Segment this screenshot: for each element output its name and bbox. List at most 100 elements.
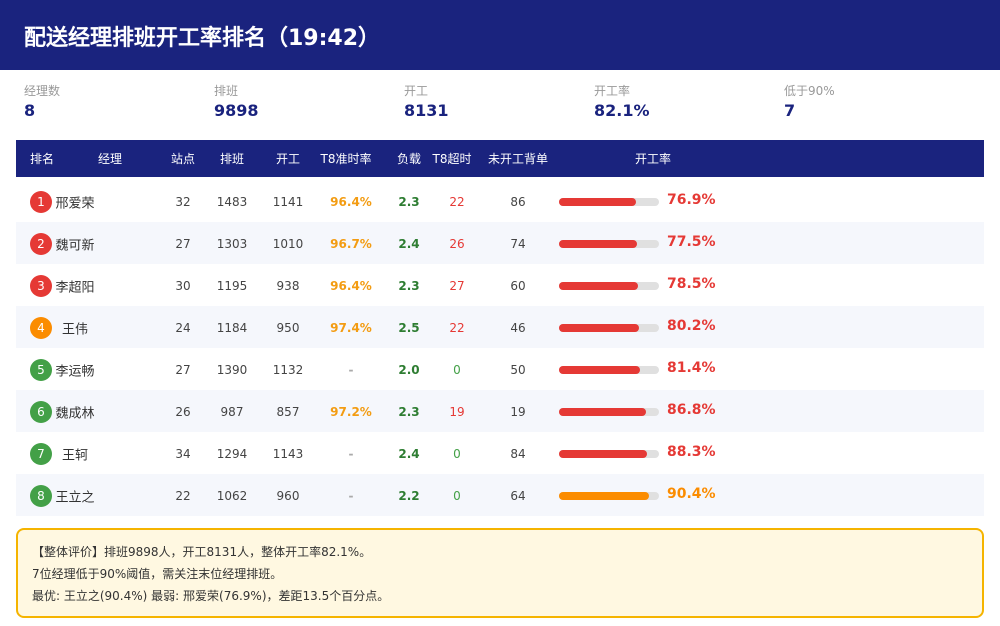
rate-bar [559,198,636,206]
rate-bar [559,240,637,248]
cell-t8: - [348,447,354,461]
rate-track [559,492,659,500]
manager-name: 邢爱荣 [55,196,95,212]
cell-late: 0 [453,363,461,377]
rank-badge: 8 [30,485,52,507]
cell-shifts: 1390 [216,363,248,377]
column-header: 经理 [97,152,123,166]
manager-name: 李超阳 [55,280,95,296]
title: 配送经理排班开工率排名（19:42） [24,26,381,51]
table-row [16,264,984,306]
cell-shifts: 1062 [216,489,248,503]
rank-badge: 4 [30,317,52,339]
header [0,0,1000,70]
rate-bar [559,408,646,416]
cell-station: 27 [175,237,191,251]
rate-bar [559,492,650,500]
table-header [16,140,984,177]
rate-bar [559,366,641,374]
cell-shifts: 1195 [216,279,248,293]
cell-shifts: 1184 [216,321,248,335]
column-header: T8准时率 [320,152,372,166]
cell-load: 2.5 [398,321,420,335]
cell-t8: 96.4% [330,279,372,293]
rate-label: 88.3% [667,444,716,460]
rate-label: 77.5% [667,234,716,250]
column-header: 开工率 [634,152,672,166]
cell-load: 2.3 [398,279,420,293]
table-row [16,390,984,432]
rank-badge: 1 [30,191,52,213]
summary-box [16,528,984,618]
cell-pending: 84 [510,447,526,461]
column-header: 负载 [396,152,422,166]
manager-name: 李运畅 [55,364,95,380]
cell-t8: 96.7% [330,237,372,251]
cell-late: 19 [449,405,465,419]
cell-load: 2.0 [398,363,420,377]
stat-label: 低于90% [784,84,835,98]
cell-station: 24 [175,321,191,335]
stat-label: 开工 [404,84,429,98]
cell-shifts: 987 [220,405,244,419]
rate-label: 80.2% [667,318,716,334]
cell-t8: 97.4% [330,321,372,335]
cell-started: 1141 [272,195,304,209]
cell-load: 2.4 [398,447,420,461]
table-row [16,348,984,390]
cell-shifts: 1483 [216,195,248,209]
rate-bar [559,282,638,290]
cell-late: 0 [453,447,461,461]
cell-started: 1010 [272,237,304,251]
cell-late: 22 [449,195,465,209]
rate-track [559,240,659,248]
table-row [16,306,984,348]
manager-name: 王立之 [55,490,95,506]
summary-line: 最优: 王立之(90.4%) 最弱: 邢爱荣(76.9%)，差距13.5个百分点… [32,589,390,603]
cell-station: 32 [175,195,191,209]
cell-station: 26 [175,405,191,419]
cell-shifts: 1294 [216,447,248,461]
cell-station: 34 [175,447,191,461]
cell-t8: 96.4% [330,195,372,209]
rate-label: 81.4% [667,360,716,376]
rate-track [559,198,659,206]
manager-name: 魏可新 [55,238,95,254]
rate-label: 90.4% [667,486,716,502]
stat-label: 开工率 [594,84,631,98]
manager-name: 王轲 [61,448,89,464]
rate-track [559,282,659,290]
table-row [16,222,984,264]
rate-label: 78.5% [667,276,716,292]
rate-track [559,366,659,374]
column-header: 排名 [29,152,55,166]
manager-name: 魏成林 [55,406,95,422]
cell-late: 22 [449,321,465,335]
cell-load: 2.3 [398,405,420,419]
rank-badge: 7 [30,443,52,465]
rate-label: 76.9% [667,192,716,208]
summary-line: 7位经理低于90%阈值，需关注末位经理排班。 [32,567,283,581]
rank-badge: 6 [30,401,52,423]
cell-pending: 19 [510,405,526,419]
cell-started: 950 [276,321,300,335]
column-header: 排班 [219,152,245,166]
stat-label: 排班 [214,84,239,98]
cell-station: 22 [175,489,191,503]
stat-value: 8 [24,101,36,120]
cell-late: 27 [449,279,465,293]
cell-load: 2.4 [398,237,420,251]
cell-shifts: 1303 [216,237,248,251]
cell-pending: 64 [510,489,526,503]
cell-station: 30 [175,279,191,293]
cell-load: 2.2 [398,489,420,503]
cell-t8: - [348,363,354,377]
table-row [16,180,984,222]
stat-value: 7 [784,101,796,120]
column-header: T8超时 [432,152,472,166]
cell-started: 1143 [272,447,304,461]
stat-value: 9898 [214,101,259,120]
cell-pending: 74 [510,237,526,251]
rank-badge: 2 [30,233,52,255]
